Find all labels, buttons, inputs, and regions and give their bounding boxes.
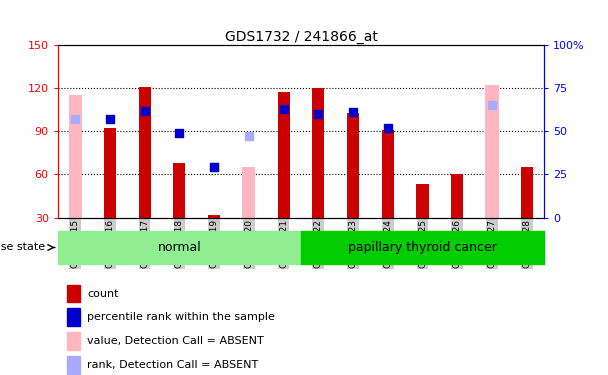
Bar xyxy=(301,231,544,264)
Bar xyxy=(58,231,301,264)
Bar xyxy=(520,167,533,217)
Text: papillary thyroid cancer: papillary thyroid cancer xyxy=(348,241,497,254)
Text: percentile rank within the sample: percentile rank within the sample xyxy=(87,312,275,322)
Text: value, Detection Call = ABSENT: value, Detection Call = ABSENT xyxy=(87,336,264,346)
Bar xyxy=(67,308,80,326)
Bar xyxy=(277,93,289,218)
Text: count: count xyxy=(87,288,119,298)
Point xyxy=(209,165,219,171)
Bar xyxy=(313,88,325,218)
Text: normal: normal xyxy=(157,241,201,254)
Bar xyxy=(451,174,463,217)
Bar xyxy=(69,95,81,218)
Bar xyxy=(104,128,116,217)
Bar xyxy=(382,130,394,218)
Bar xyxy=(347,112,359,218)
Title: GDS1732 / 241866_at: GDS1732 / 241866_at xyxy=(224,30,378,44)
Point xyxy=(209,165,219,171)
Point xyxy=(244,134,254,140)
Bar xyxy=(416,184,429,218)
Point xyxy=(383,125,393,131)
Bar xyxy=(173,163,185,218)
Bar xyxy=(67,285,80,303)
Text: rank, Detection Call = ABSENT: rank, Detection Call = ABSENT xyxy=(87,360,258,370)
Bar xyxy=(242,167,255,217)
Point xyxy=(348,109,358,115)
Point xyxy=(71,116,80,122)
Bar xyxy=(67,332,80,350)
Bar xyxy=(67,356,80,374)
Point xyxy=(140,108,150,114)
Bar xyxy=(208,214,220,217)
Point xyxy=(174,130,184,136)
Bar xyxy=(139,87,151,218)
Text: disease state: disease state xyxy=(0,243,46,252)
Bar xyxy=(485,85,499,218)
Point xyxy=(314,111,323,117)
Point xyxy=(105,116,115,122)
Point xyxy=(278,106,288,112)
Point xyxy=(487,102,497,108)
